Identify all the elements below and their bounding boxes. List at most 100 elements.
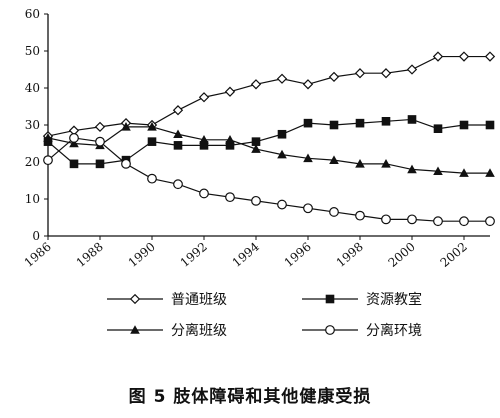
x-axis: 1986 1988 1990 1992 1994 1996 1998 2000 2002 (22, 235, 490, 270)
data-point (147, 122, 157, 131)
data-point (380, 68, 392, 79)
legend-marker (130, 325, 140, 334)
legend-marker (325, 325, 335, 335)
data-point (459, 168, 469, 177)
x-tick-label: 1998 (334, 240, 366, 270)
series-line (47, 118, 490, 165)
series-1 (42, 51, 496, 142)
y-tick-label: 50 (25, 44, 40, 58)
data-point (406, 64, 418, 75)
legend-entry: 分离环境 (302, 322, 422, 339)
legend-entry: 资源教室 (302, 291, 422, 308)
data-point (43, 133, 53, 142)
series-3 (43, 122, 495, 177)
x-tick-label: 1986 (22, 240, 54, 270)
data-point (303, 153, 313, 163)
data-point (277, 199, 287, 210)
data-point (433, 216, 443, 227)
data-point (69, 138, 79, 148)
data-point (225, 192, 235, 203)
x-tick-label: 2002 (438, 240, 470, 270)
data-point (355, 118, 365, 128)
data-point (95, 136, 105, 147)
data-point (225, 135, 235, 144)
legend-marker (129, 293, 141, 305)
y-tick-label: 0 (32, 229, 40, 243)
data-point (484, 51, 496, 62)
data-point (381, 117, 391, 126)
legend-marker (325, 294, 335, 304)
x-tick-label: 1988 (74, 240, 106, 270)
data-point (303, 118, 313, 128)
x-tick-label: 1992 (178, 240, 210, 270)
data-point (199, 188, 209, 199)
data-point (251, 144, 261, 153)
data-point (173, 179, 183, 190)
data-point (69, 159, 79, 169)
data-point (147, 173, 157, 184)
legend-entry: 分离班级 (107, 322, 227, 339)
legend-entry: 普通班级 (107, 292, 227, 308)
x-tick-label: 1996 (282, 240, 314, 270)
data-point (485, 120, 495, 130)
data-point (433, 124, 443, 133)
data-point (173, 129, 183, 139)
series-line (47, 126, 490, 174)
data-point (250, 79, 262, 90)
data-point (329, 120, 339, 130)
data-point (251, 195, 261, 206)
legend-label: 普通班级 (171, 292, 227, 308)
y-tick-label: 60 (25, 7, 40, 21)
data-point (328, 71, 340, 83)
data-point (69, 133, 79, 143)
data-point (276, 73, 288, 84)
data-point (458, 51, 470, 62)
data-point (199, 135, 209, 144)
data-point (225, 141, 235, 150)
data-point (94, 121, 106, 132)
data-point (173, 141, 183, 150)
data-point (199, 141, 209, 150)
data-point (251, 137, 261, 146)
data-point (303, 203, 313, 214)
y-tick-label: 40 (25, 81, 40, 95)
data-point (172, 105, 184, 116)
data-point (329, 155, 339, 164)
x-tick-label: 1994 (230, 239, 263, 270)
data-point (329, 207, 339, 217)
data-point (355, 210, 365, 221)
y-tick-label: 30 (25, 118, 40, 132)
data-point (121, 122, 131, 131)
data-point (407, 164, 417, 174)
y-tick-label: 20 (25, 155, 40, 169)
legend-label: 分离环境 (366, 322, 422, 339)
series-4 (43, 133, 495, 227)
x-tick-label: 2000 (386, 240, 418, 270)
data-point (147, 137, 157, 146)
y-axis: 0 10 20 30 40 50 60 (25, 7, 49, 243)
data-point (224, 86, 236, 97)
data-point (485, 168, 495, 177)
series-layer (42, 51, 496, 227)
data-point (355, 159, 365, 168)
legend-label: 分离班级 (171, 322, 227, 339)
data-point (381, 159, 391, 168)
data-point (95, 159, 105, 169)
data-point (381, 214, 391, 225)
y-tick-label: 10 (25, 192, 40, 206)
data-point (485, 216, 495, 227)
data-point (433, 166, 443, 176)
data-point (354, 68, 366, 79)
data-point (407, 214, 417, 225)
data-point (407, 115, 417, 124)
data-point (277, 129, 287, 139)
data-point (302, 79, 314, 90)
data-point (459, 216, 469, 227)
figure-caption: 图 5 肢体障碍和其他健康受损 (128, 387, 372, 407)
data-point (121, 158, 131, 169)
data-point (432, 51, 444, 62)
data-point (459, 120, 469, 130)
series-line (47, 137, 490, 222)
